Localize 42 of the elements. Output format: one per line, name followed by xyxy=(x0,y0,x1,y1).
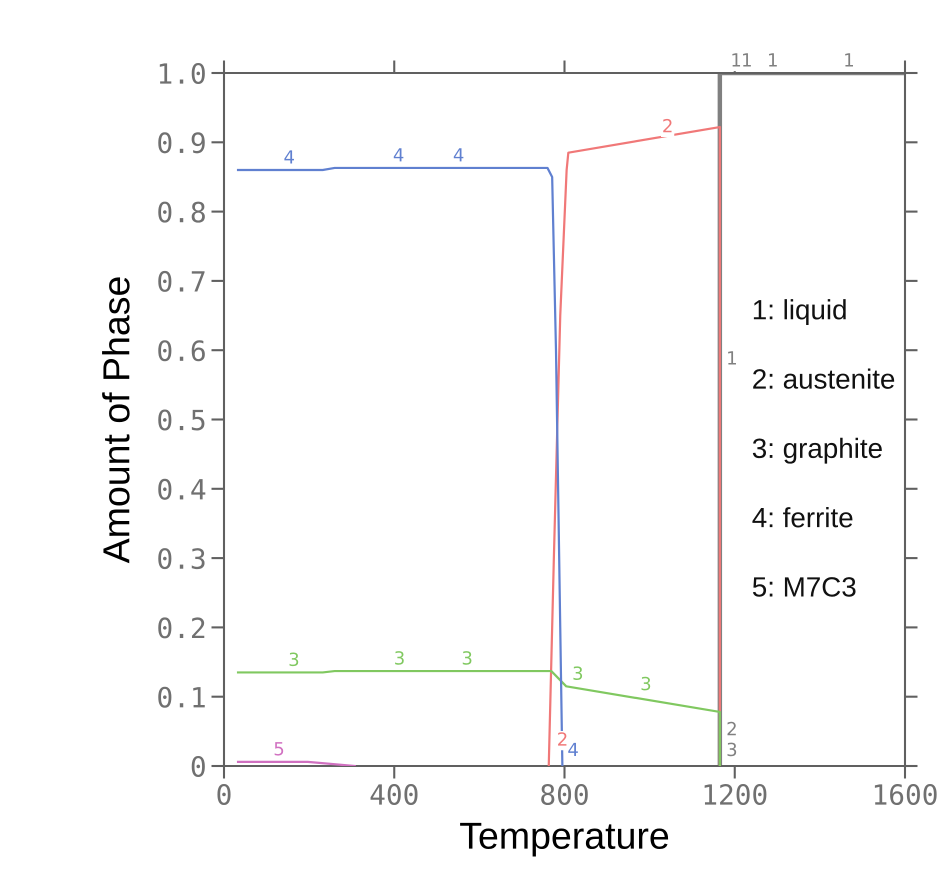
annotation: 2: austenite xyxy=(753,368,894,389)
y-tick-label: 1.0 xyxy=(160,63,205,84)
y-tick-label: 0.1 xyxy=(158,686,205,708)
x-tick-label: 800 xyxy=(541,784,588,806)
annotation: 2 xyxy=(727,722,736,736)
annotation: 1 xyxy=(732,53,740,66)
annotation: 5 xyxy=(274,742,284,756)
annotation: 3: graphite xyxy=(752,438,882,464)
annotation: 4: ferrite xyxy=(752,507,852,528)
y-tick-label: 0.9 xyxy=(158,132,205,154)
annotation: 1 xyxy=(728,351,736,364)
y-tick-label: 0.4 xyxy=(158,478,206,500)
annotation: 2 xyxy=(663,118,672,132)
y-tick-label: 0.5 xyxy=(158,410,204,431)
y-tick-label: 0.8 xyxy=(158,202,205,223)
annotation: 1 xyxy=(768,53,777,66)
annotation: 4 xyxy=(284,150,294,164)
annotation: 1 xyxy=(845,53,854,66)
annotation: 1 xyxy=(743,53,751,66)
x-axis-title: Temperature xyxy=(460,822,668,856)
x-tick-label: 1200 xyxy=(704,784,766,806)
y-tick-label: 0 xyxy=(192,756,205,778)
annotation: 3 xyxy=(573,666,582,680)
y-tick-label: 0.2 xyxy=(158,617,204,638)
x-tick-label: 400 xyxy=(370,784,418,806)
annotation: 3 xyxy=(395,651,404,665)
annotation: 4 xyxy=(454,148,464,162)
annotation: 4 xyxy=(394,148,404,162)
y-tick-label: 0.7 xyxy=(158,270,205,292)
annotation: 4 xyxy=(568,742,578,756)
y-axis-title: Amount of Phase xyxy=(102,277,130,564)
annotation: 3 xyxy=(642,676,650,690)
y-tick-label: 0.3 xyxy=(158,548,205,570)
annotation: 3 xyxy=(728,742,736,756)
annotation: 3 xyxy=(290,652,298,666)
annotation: 2 xyxy=(558,732,566,746)
x-tick-label: 0 xyxy=(217,784,231,806)
x-tick-label: 1600 xyxy=(874,784,937,806)
annotation: 3 xyxy=(462,651,472,665)
y-tick-label: 0.6 xyxy=(158,340,205,362)
annotation: 1: liquid xyxy=(754,299,846,326)
annotation: 5: M7C3 xyxy=(752,577,856,597)
